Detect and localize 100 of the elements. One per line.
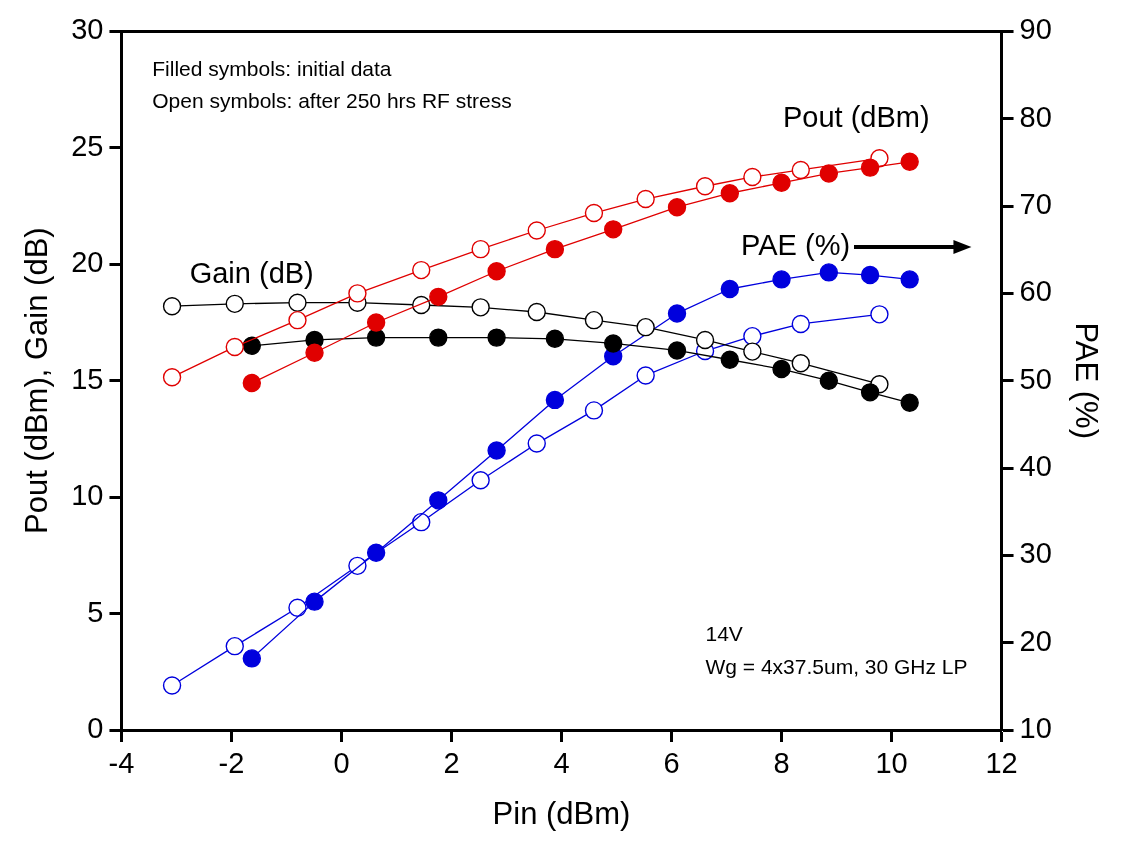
point: [545, 239, 565, 259]
y2-tick-label: 60: [1019, 275, 1052, 308]
point: [860, 265, 880, 285]
point: [743, 326, 762, 346]
point: [162, 296, 182, 316]
x-tick-label: 10: [875, 747, 908, 780]
point: [487, 328, 506, 347]
point: [636, 366, 655, 385]
point: [366, 328, 386, 347]
x-tick-label: 2: [443, 747, 460, 780]
point: [288, 310, 307, 330]
y2-tick-label: 30: [1019, 537, 1052, 570]
point: [860, 383, 880, 402]
point: [743, 342, 762, 361]
x-tick-label: 0: [333, 747, 350, 780]
x-tick-label: 8: [773, 747, 790, 780]
point: [242, 649, 262, 668]
point: [527, 221, 546, 240]
point: [743, 167, 762, 187]
point: [527, 302, 546, 322]
point: [636, 189, 655, 209]
point: [667, 304, 687, 323]
x-tick-label: -2: [218, 747, 245, 780]
point: [604, 220, 623, 239]
point: [288, 293, 307, 312]
point: [584, 203, 604, 223]
point: [667, 198, 687, 217]
x-tick-label: -4: [108, 747, 135, 780]
point: [348, 284, 367, 303]
point: [225, 636, 244, 656]
y2-tick-label: 40: [1019, 450, 1052, 483]
x-tick-label: 12: [985, 747, 1018, 780]
y-axis-title: Pout (dBm), Gain (dB): [19, 227, 55, 535]
point: [366, 543, 386, 562]
point: [791, 314, 810, 334]
point: [860, 158, 880, 177]
y2-tick-label: 10: [1019, 712, 1052, 744]
y2-tick-label: 90: [1019, 13, 1052, 46]
point: [412, 260, 431, 280]
point: [772, 359, 791, 379]
point: [695, 330, 715, 350]
point: [667, 341, 687, 360]
point: [900, 270, 919, 289]
y-tick-label: 0: [87, 712, 104, 744]
point: [225, 337, 244, 357]
annotation: Pout (dBm): [782, 101, 930, 134]
y-tick-label: 30: [71, 13, 104, 46]
annotation: Open symbols: after 250 hrs RF stress: [152, 89, 512, 113]
point: [819, 263, 839, 282]
point: [545, 390, 565, 410]
x-axis-title: Pin (dBm): [492, 795, 631, 831]
point: [225, 294, 244, 314]
point: [720, 350, 740, 369]
point: [720, 184, 740, 203]
annotation: Gain (dB): [189, 257, 314, 290]
y-tick-label: 15: [71, 362, 104, 395]
point: [305, 592, 324, 611]
point: [487, 262, 506, 281]
point: [487, 441, 506, 460]
point: [412, 295, 431, 315]
point: [900, 152, 919, 172]
point: [791, 160, 810, 180]
point: [429, 287, 448, 307]
point: [471, 471, 490, 490]
point: [791, 354, 810, 373]
point: [305, 343, 324, 362]
annotation: PAE (%): [741, 228, 851, 261]
annotation: Filled symbols: initial data: [152, 56, 392, 80]
y-tick-label: 10: [71, 479, 104, 512]
point: [288, 598, 307, 617]
point: [819, 164, 839, 183]
x-tick-label: 6: [663, 747, 680, 780]
y-tick-label: 20: [71, 246, 104, 279]
point: [636, 317, 655, 337]
point: [471, 239, 490, 259]
y2-axis-title: PAE (%): [1068, 322, 1104, 439]
point: [162, 368, 182, 387]
point: [584, 401, 604, 420]
point: [429, 491, 448, 510]
point: [242, 373, 262, 393]
y-tick-label: 25: [71, 129, 104, 162]
y2-tick-label: 70: [1019, 188, 1052, 221]
y-tick-label: 5: [87, 595, 104, 628]
point: [584, 310, 604, 330]
point: [819, 371, 839, 390]
y2-tick-label: 80: [1019, 100, 1052, 133]
point: [695, 177, 715, 196]
point: [870, 305, 889, 324]
point: [429, 328, 448, 347]
point: [772, 173, 791, 192]
point: [412, 512, 431, 532]
point: [772, 270, 791, 289]
point: [527, 434, 546, 453]
x-tick-label: 4: [553, 747, 570, 780]
point: [162, 676, 182, 695]
y2-tick-label: 50: [1019, 362, 1052, 395]
point: [366, 313, 386, 332]
point: [604, 334, 623, 353]
annotation: Wg = 4x37.5um, 30 GHz LP: [705, 655, 968, 679]
point: [545, 329, 565, 348]
